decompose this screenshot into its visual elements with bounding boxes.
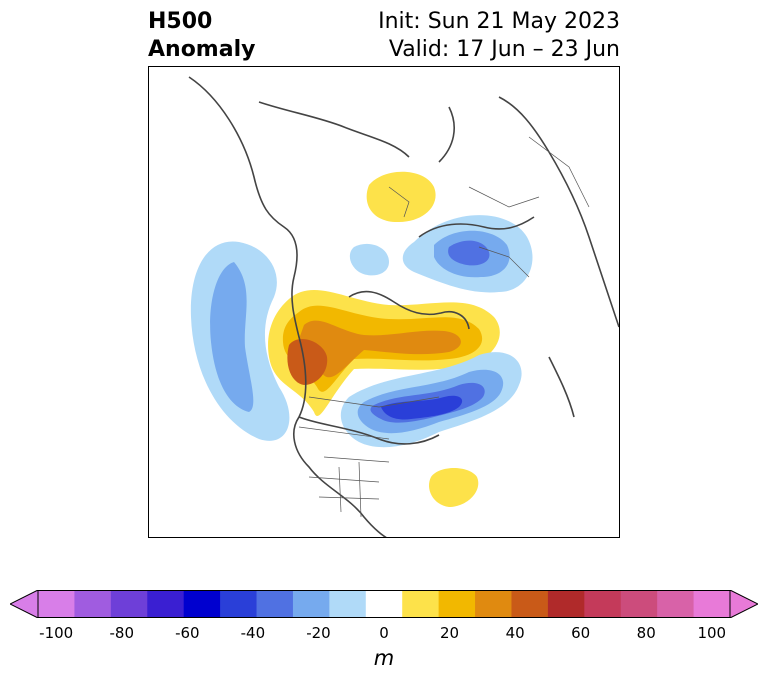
colorbar-segment: [657, 590, 695, 618]
init-time: Init: Sun 21 May 2023: [378, 9, 620, 34]
colorbar-tick-label: 0: [379, 624, 389, 642]
colorbar-segment: [438, 590, 476, 618]
political-borders: [298, 136, 590, 518]
colorbar-tick-label: -40: [240, 624, 266, 642]
colorbar-tick-label: 20: [440, 624, 460, 642]
colorbar-segment: [329, 590, 367, 618]
colorbar-tick-label: -20: [306, 624, 331, 642]
colorbar-segment: [475, 590, 512, 618]
colorbar-tick-label: 40: [505, 624, 525, 642]
neg-anomaly-svalbard: [349, 243, 389, 276]
run-info: Init: Sun 21 May 2023 Valid: 17 Jun – 23…: [378, 8, 620, 64]
colorbar-segment: [365, 590, 403, 618]
chart-title: H500 Anomaly: [148, 8, 255, 64]
colorbar-segment: [511, 590, 549, 618]
colorbar-tick-label: 80: [636, 624, 656, 642]
colorbar-tick-label: -100: [39, 624, 74, 642]
colorbar-border: [37, 590, 731, 618]
colorbar-segment: [183, 590, 221, 618]
colorbar-tick-label: 100: [697, 624, 727, 642]
pos-anomaly-siberia: [366, 171, 436, 223]
colorbar-tick-label: 60: [571, 624, 591, 642]
colorbar-segment: [38, 590, 75, 618]
colorbar-tick-label: -80: [109, 624, 135, 642]
colorbar-segment: [256, 590, 294, 618]
colorbar-extend-max: [729, 590, 758, 618]
pos-anomaly-atlantic: [429, 468, 479, 507]
colorbar-segment: [693, 590, 731, 618]
title-variable: H500: [148, 9, 213, 34]
colorbar-extend-min: [10, 590, 39, 618]
coastlines: [188, 76, 619, 537]
colorbar-segment: [620, 590, 658, 618]
title-type: Anomaly: [148, 37, 256, 62]
colorbar-units: m: [373, 646, 395, 670]
colorbar-segment: [110, 590, 148, 618]
colorbar-segment: [74, 590, 112, 618]
pos-anomaly-arctic-inner: [298, 320, 461, 378]
colorbar: [10, 590, 758, 618]
colorbar-tick-label: -60: [175, 624, 200, 642]
colorbar-segment: [402, 590, 440, 618]
anomaly-map: [148, 66, 620, 538]
colorbar-segment: [147, 590, 185, 618]
pos-anomaly-canada-core: [287, 338, 328, 385]
colorbar-segment: [292, 590, 330, 618]
colorbar-segment: [547, 590, 585, 618]
colorbar-segment: [220, 590, 258, 618]
neg-anomaly-pacific-inner: [210, 262, 254, 412]
map-canvas: [188, 76, 619, 537]
neg-anomaly-greatlakes-core: [381, 395, 463, 420]
colorbar-segment: [584, 590, 622, 618]
valid-period: Valid: 17 Jun – 23 Jun: [388, 37, 620, 62]
